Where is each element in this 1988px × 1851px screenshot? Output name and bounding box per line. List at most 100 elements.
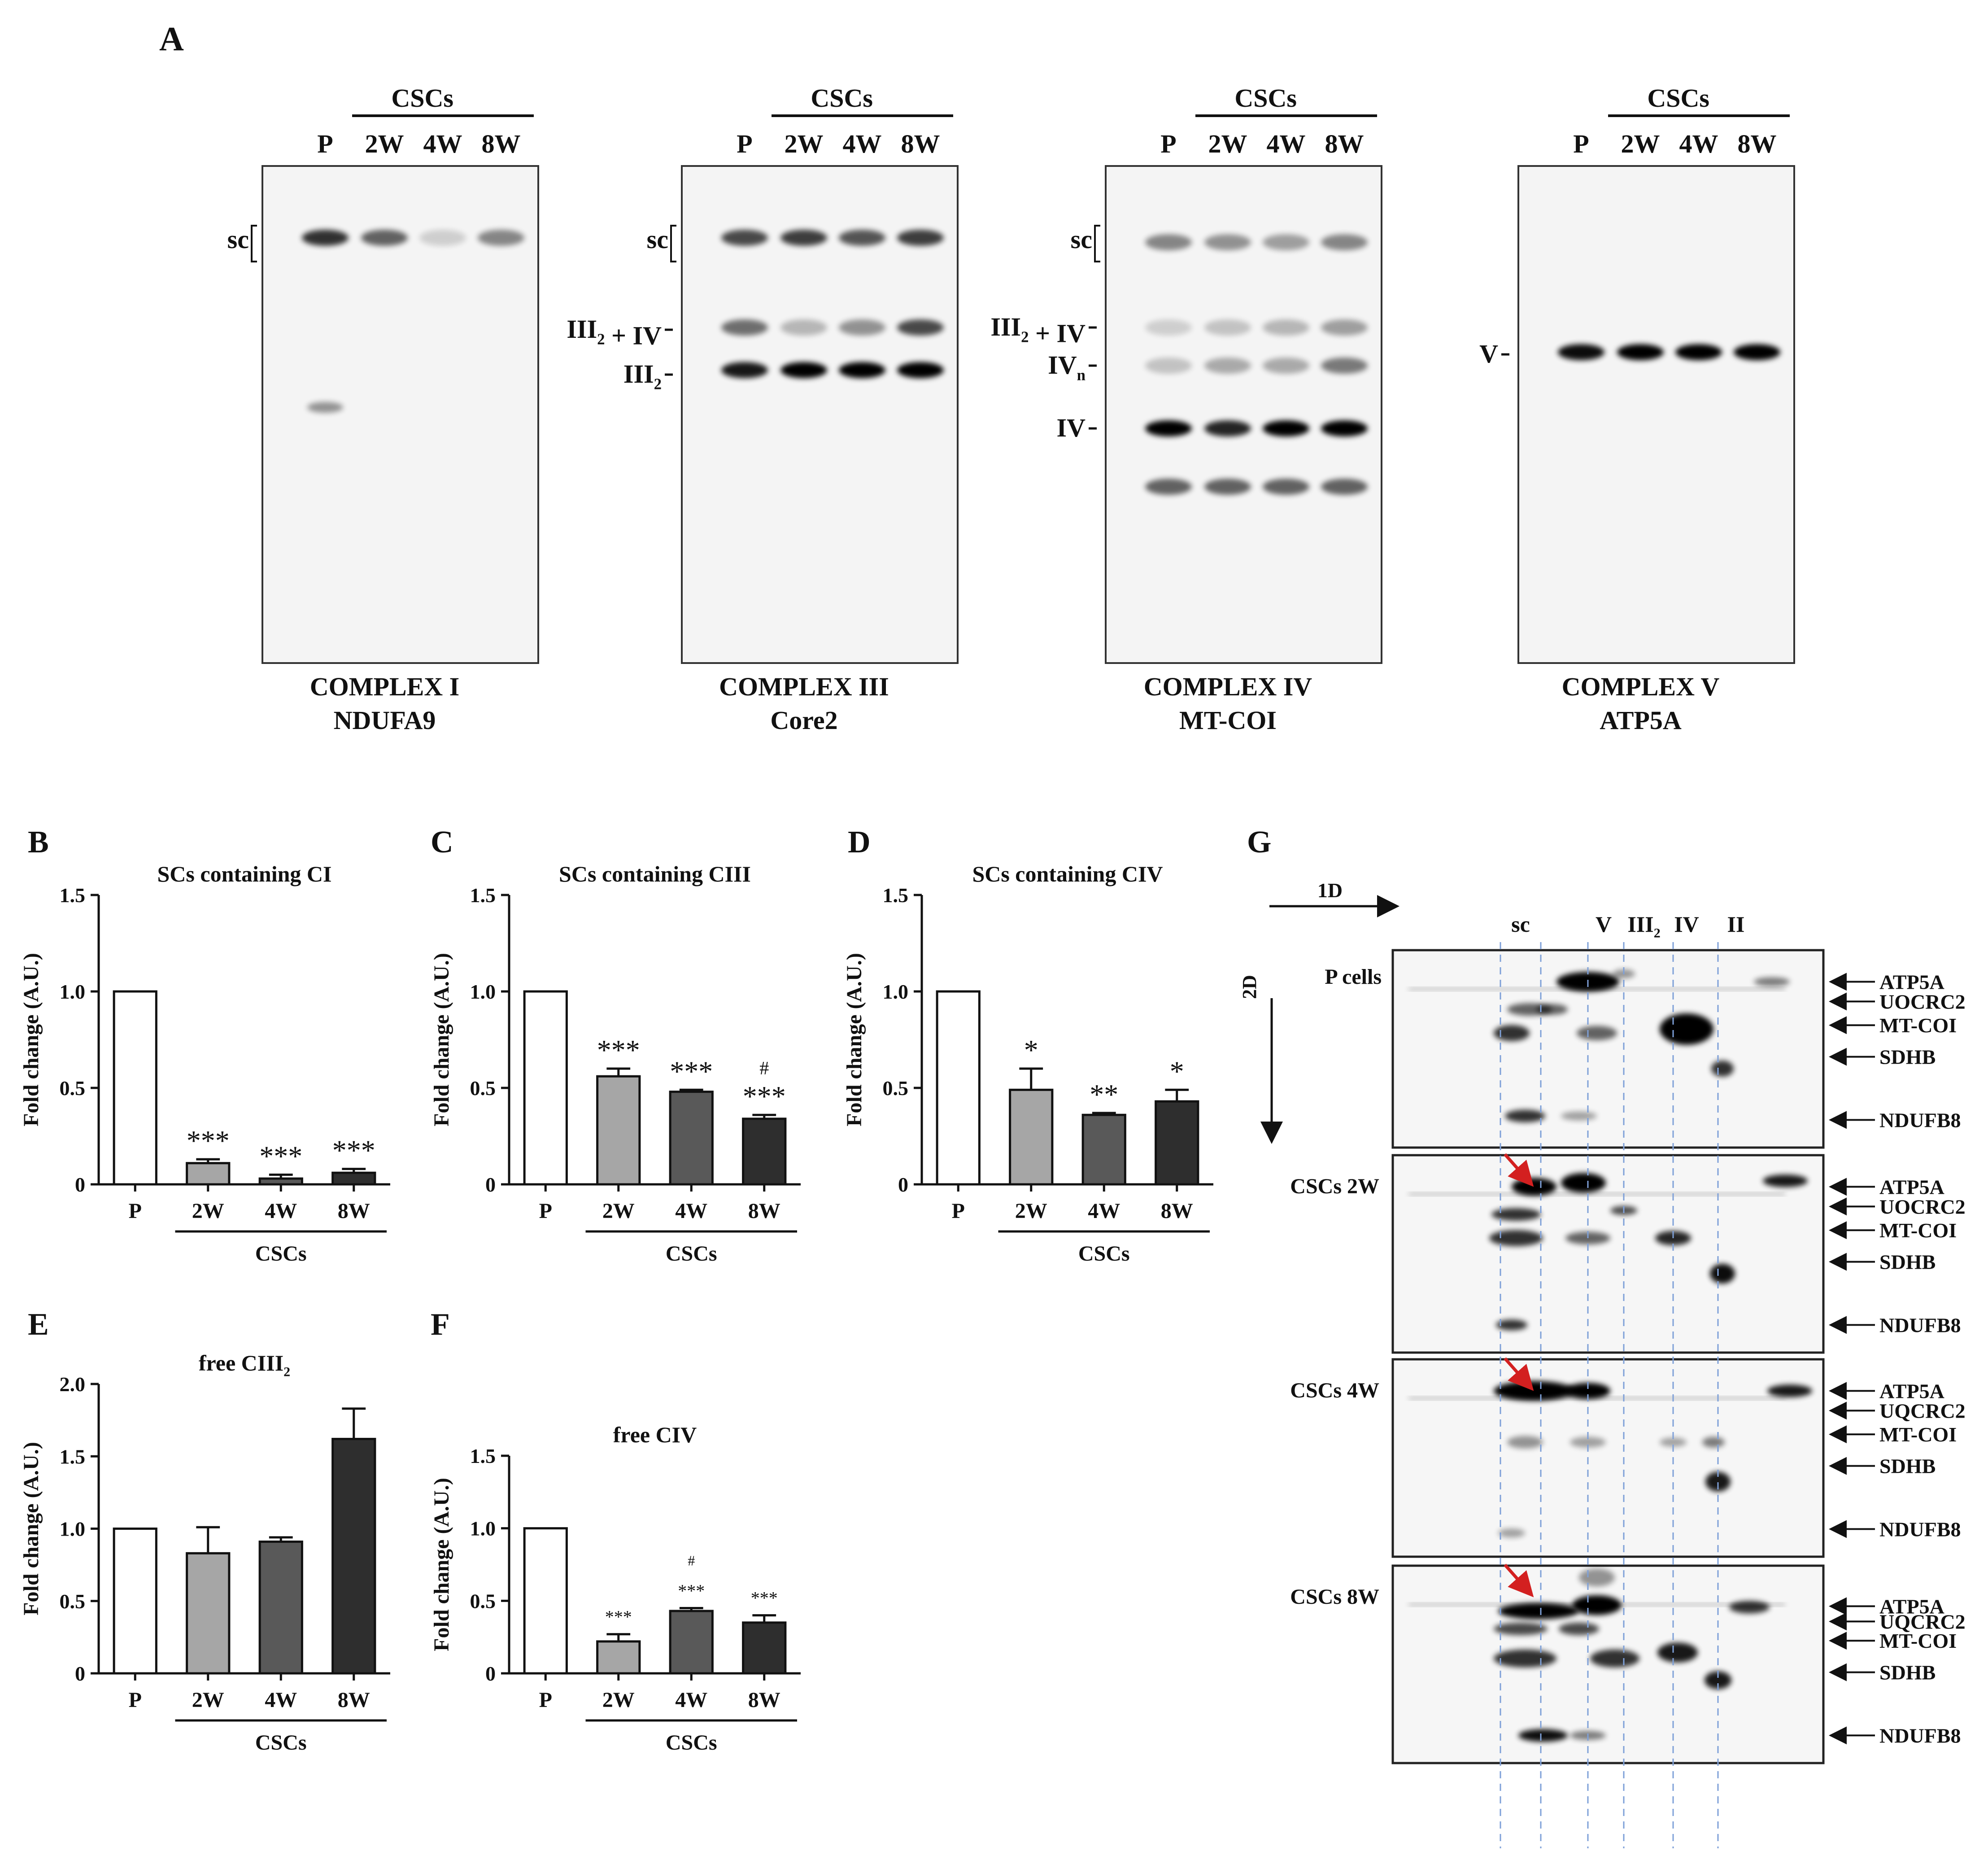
bar-2W <box>1009 1088 1054 1186</box>
band-label: IVn <box>1048 350 1086 384</box>
panel-label-a: A <box>159 20 184 58</box>
blot-2: CSCs P 2W 4W 8W sc III2 + IV III2 COMPLEX III Cor… <box>567 83 959 735</box>
band <box>780 319 827 336</box>
bar-8W <box>331 1438 376 1675</box>
group-label: CSCs <box>811 83 873 113</box>
y-tick-label: 0 <box>75 1662 85 1685</box>
band <box>780 362 827 378</box>
x-tick-label: 8W <box>748 1199 780 1223</box>
bar-4W <box>669 1610 714 1675</box>
bar-P <box>523 990 568 1186</box>
band-bracket <box>670 225 676 262</box>
significance-label: *** <box>597 1034 640 1066</box>
y-tick-label: 1.5 <box>883 884 909 907</box>
spot <box>1660 1437 1687 1447</box>
spot <box>1507 1436 1543 1449</box>
panel-label-c: C <box>431 825 453 860</box>
blot-caption-2: MT-COI <box>1179 706 1277 735</box>
chart-D: SCs containing CIV 0 0.5 1.0 1.5 Fold change … <box>842 861 1213 1266</box>
spot <box>1657 1642 1698 1663</box>
band <box>1617 344 1664 360</box>
blot-caption-1: COMPLEX IV <box>1144 672 1312 701</box>
band <box>361 230 408 246</box>
band <box>1321 234 1368 250</box>
lane-label: 4W <box>1267 129 1306 158</box>
significance-label-2: # <box>759 1058 769 1079</box>
band <box>1204 319 1251 336</box>
spot <box>1489 1230 1543 1246</box>
protein-label: UOCRC2 <box>1879 1195 1966 1218</box>
spot <box>1518 1729 1568 1742</box>
significance-label: *** <box>678 1581 705 1601</box>
y-tick-label: 1.5 <box>60 1445 86 1468</box>
y-tick-label: 1.0 <box>470 980 496 1003</box>
significance-label: *** <box>751 1588 778 1608</box>
y-tick-label: 0.5 <box>883 1077 909 1100</box>
protein-label: SDHB <box>1879 1251 1936 1274</box>
chart-F: free CIV 0 0.5 1.0 1.5 Fold change (A.U.) P 2W *… <box>430 1422 801 1755</box>
spot <box>1710 1264 1735 1283</box>
band-label: V <box>1479 339 1498 368</box>
protein-label: NDUFB8 <box>1879 1109 1961 1131</box>
y-tick-label: 0 <box>75 1173 85 1196</box>
significance-label: *** <box>187 1125 230 1157</box>
spot <box>1498 1603 1579 1620</box>
y-axis-label: Fold change (A.U.) <box>19 953 43 1126</box>
blot-4: CSCs P 2W 4W 8W V COMPLEX V ATP5A <box>1479 83 1795 735</box>
band <box>1321 479 1368 495</box>
protein-label: NDUFB8 <box>1879 1518 1961 1541</box>
band <box>1145 479 1192 495</box>
spot <box>1494 1649 1556 1668</box>
band <box>302 230 349 246</box>
group-label: CSCs <box>1647 83 1709 113</box>
band <box>897 230 944 246</box>
y-tick-label: 0.5 <box>60 1077 86 1100</box>
group-label: CSCs <box>391 83 453 113</box>
x-tick-label: 2W <box>192 1688 224 1712</box>
protein-label: NDUFB8 <box>1879 1314 1961 1336</box>
band <box>1321 358 1368 374</box>
protein-label: UOCRC2 <box>1879 990 1966 1013</box>
x-tick-label: 2W <box>1015 1199 1047 1223</box>
band <box>1263 319 1309 336</box>
protein-label: MT-COI <box>1879 1014 1957 1037</box>
significance-label: * <box>1170 1055 1184 1087</box>
lane-label: 2W <box>1621 129 1660 158</box>
lane-label: P <box>317 129 333 158</box>
bar-8W <box>331 1171 376 1186</box>
red-arrow <box>1504 1563 1534 1598</box>
bar-2W <box>596 1640 641 1675</box>
significance-label-2: # <box>688 1553 695 1569</box>
lane-label: 8W <box>1325 129 1364 158</box>
group-label: CSCs <box>255 1242 307 1266</box>
spot <box>1494 1025 1530 1041</box>
protein-label: ATP5A <box>1879 1595 1944 1618</box>
spot <box>1705 1471 1731 1492</box>
spot <box>1754 977 1790 987</box>
band <box>307 402 343 413</box>
blot-caption-2: ATP5A <box>1600 706 1682 735</box>
column-label: IV <box>1674 912 1699 937</box>
x-tick-label: 8W <box>748 1688 780 1712</box>
band <box>780 230 827 246</box>
red-arrow <box>1504 1153 1534 1187</box>
spot <box>1579 1568 1615 1587</box>
y-tick-label: 1.0 <box>60 980 86 1003</box>
spot <box>1702 1436 1725 1448</box>
band <box>1204 234 1251 250</box>
spot <box>1496 1319 1527 1331</box>
bar-2W <box>596 1075 641 1186</box>
bar-4W <box>258 1541 303 1675</box>
gel-row-label: P cells <box>1325 965 1382 989</box>
x-tick-label: 2W <box>602 1688 635 1712</box>
significance-label: *** <box>743 1080 786 1112</box>
panel-label-e: E <box>28 1307 49 1342</box>
spot <box>1767 1384 1812 1397</box>
blot-caption-1: COMPLEX V <box>1562 672 1720 701</box>
bar-P <box>113 1528 157 1675</box>
lane-label: 2W <box>365 129 404 158</box>
protein-label: NDUFB8 <box>1879 1724 1961 1747</box>
axis-1d-label: 1D <box>1317 879 1343 902</box>
column-label: sc <box>1511 912 1530 937</box>
